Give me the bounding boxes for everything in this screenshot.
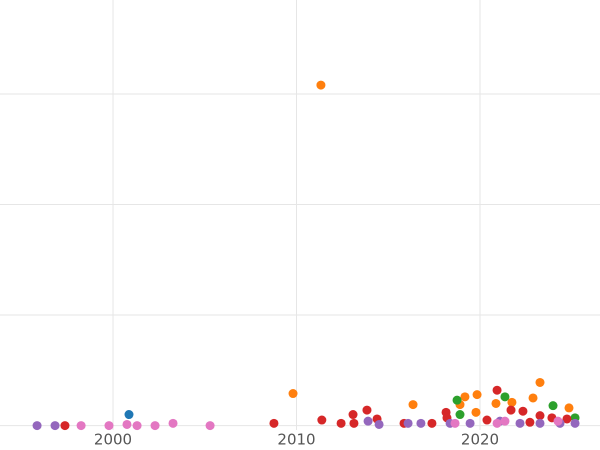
point <box>408 400 418 410</box>
point <box>506 405 516 415</box>
point <box>348 410 358 420</box>
point <box>525 417 535 427</box>
point <box>492 418 502 428</box>
point <box>124 410 134 420</box>
point <box>535 418 545 428</box>
point <box>104 421 114 431</box>
point <box>362 405 372 415</box>
point <box>32 421 42 431</box>
point <box>150 421 160 431</box>
point <box>76 421 86 431</box>
x-tick-label: 2010 <box>277 431 315 449</box>
x-tick-label: 2020 <box>461 431 499 449</box>
point <box>60 421 70 431</box>
point <box>472 390 482 400</box>
point <box>535 411 545 421</box>
point <box>349 418 359 428</box>
point <box>562 414 572 424</box>
point <box>482 415 492 425</box>
point <box>535 377 545 387</box>
point <box>288 389 298 399</box>
point <box>570 418 580 428</box>
point <box>427 418 437 428</box>
point <box>452 395 462 405</box>
point <box>132 421 142 431</box>
point <box>336 418 346 428</box>
point <box>168 418 178 428</box>
point <box>500 416 510 426</box>
point <box>518 406 528 416</box>
point <box>317 415 327 425</box>
point <box>122 419 132 429</box>
point <box>403 418 413 428</box>
point <box>491 398 501 408</box>
point <box>492 385 502 395</box>
point <box>50 421 60 431</box>
point <box>564 403 574 413</box>
point <box>471 407 481 417</box>
point <box>450 418 460 428</box>
point <box>465 418 475 428</box>
point <box>455 410 465 420</box>
point <box>269 418 279 428</box>
point <box>548 401 558 411</box>
point <box>515 418 525 428</box>
point <box>507 397 517 407</box>
point <box>416 418 426 428</box>
x-tick-label: 2000 <box>94 431 132 449</box>
point <box>500 392 510 402</box>
point <box>553 416 563 426</box>
point <box>316 80 326 90</box>
point <box>205 421 215 431</box>
point <box>374 419 384 429</box>
point <box>460 392 470 402</box>
point <box>528 393 538 403</box>
point <box>363 416 373 426</box>
